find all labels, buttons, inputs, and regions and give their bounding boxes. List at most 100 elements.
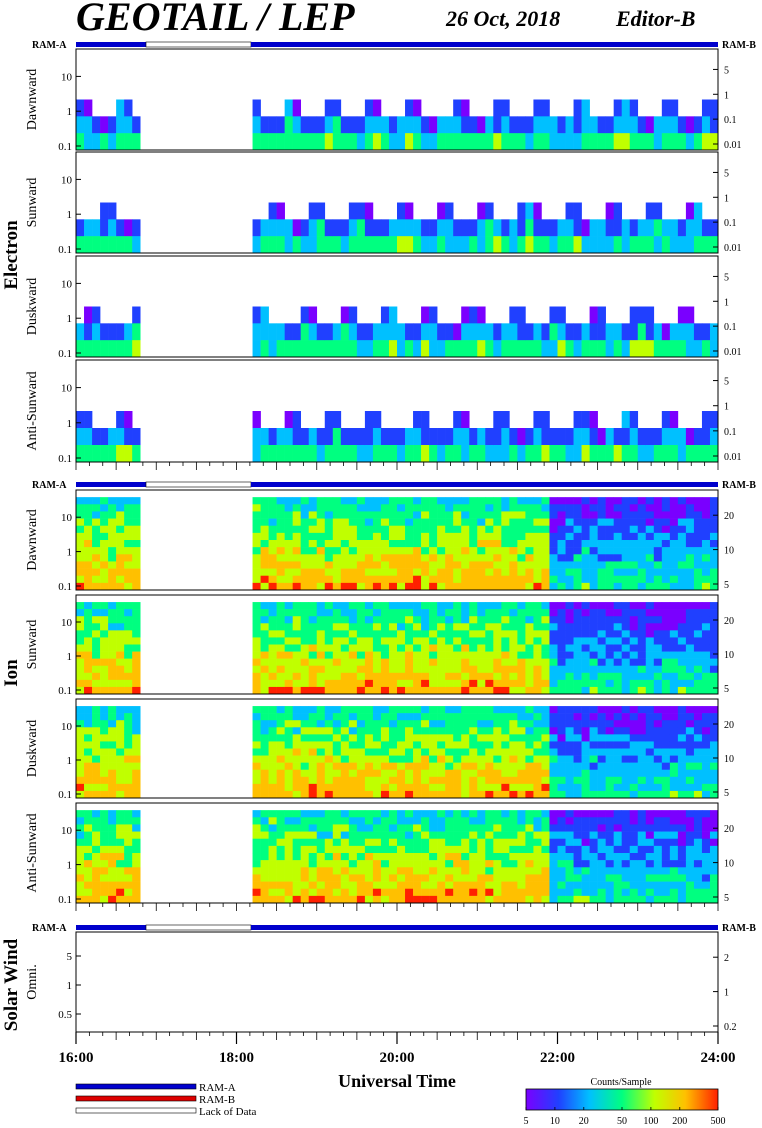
heatmap-cell bbox=[509, 504, 518, 512]
heatmap-cell bbox=[461, 817, 470, 825]
heatmap-cell bbox=[613, 219, 623, 237]
heatmap-cell bbox=[669, 665, 679, 674]
heatmap-cell bbox=[589, 532, 598, 541]
heatmap-cell bbox=[252, 411, 261, 429]
heatmap-cell bbox=[84, 637, 93, 645]
heatmap-cell bbox=[509, 554, 518, 562]
heatmap-cell bbox=[84, 845, 93, 854]
heatmap-cell bbox=[669, 428, 679, 446]
heatmap-cell bbox=[661, 665, 671, 674]
heatmap-cell bbox=[669, 881, 679, 890]
heatmap-cell bbox=[629, 734, 639, 742]
heatmap-cell bbox=[557, 713, 566, 721]
heatmap-cell bbox=[677, 504, 687, 512]
heatmap-cell bbox=[565, 790, 574, 799]
heatmap-cell bbox=[405, 895, 414, 904]
heatmap-cell bbox=[268, 644, 277, 652]
heatmap-cell bbox=[493, 651, 502, 659]
heatmap-cell bbox=[292, 340, 302, 358]
heatmap-cell bbox=[629, 755, 639, 763]
heatmap-cell bbox=[501, 679, 510, 688]
heatmap-cell bbox=[388, 609, 398, 617]
heatmap-cell bbox=[501, 769, 510, 778]
heatmap-cell bbox=[421, 727, 430, 735]
heatmap-cell bbox=[613, 686, 623, 695]
heatmap-cell bbox=[621, 838, 631, 847]
heatmap-cell bbox=[517, 860, 526, 868]
heatmap-cell bbox=[485, 679, 494, 688]
heatmap-cell bbox=[284, 895, 293, 904]
heatmap-cell bbox=[292, 575, 302, 584]
heatmap-cell bbox=[677, 637, 687, 645]
heatmap-cell bbox=[557, 445, 566, 463]
heatmap-cell bbox=[332, 665, 342, 674]
heatmap-cell bbox=[76, 561, 85, 569]
heatmap-cell bbox=[324, 853, 334, 861]
heatmap-cell bbox=[485, 874, 494, 882]
heatmap-cell bbox=[437, 518, 446, 527]
heatmap-cell bbox=[340, 665, 350, 674]
heatmap-cell bbox=[132, 511, 141, 519]
heatmap-cell bbox=[605, 219, 614, 237]
heatmap-cell bbox=[388, 776, 398, 785]
heatmap-cell bbox=[533, 651, 542, 659]
heatmap-cell bbox=[332, 445, 342, 463]
heatmap-cell bbox=[76, 623, 85, 631]
heatmap-cell bbox=[477, 755, 486, 763]
heatmap-cell bbox=[108, 881, 117, 890]
heatmap-cell bbox=[701, 727, 711, 735]
heatmap-cell bbox=[300, 306, 310, 324]
heatmap-cell bbox=[629, 860, 639, 868]
heatmap-cell bbox=[324, 720, 334, 728]
heatmap-cell bbox=[661, 99, 671, 117]
heatmap-cell bbox=[260, 874, 269, 882]
heatmap-cell bbox=[388, 568, 398, 577]
heatmap-cell bbox=[332, 116, 342, 134]
heatmap-cell bbox=[316, 651, 326, 659]
heatmap-cell bbox=[340, 637, 350, 645]
heatmap-cell bbox=[685, 838, 695, 847]
panel-border bbox=[75, 255, 719, 358]
heatmap-cell bbox=[445, 554, 454, 562]
heatmap-cell bbox=[116, 532, 125, 541]
heatmap-cell bbox=[517, 602, 526, 610]
heatmap-cell bbox=[581, 445, 590, 463]
heatmap-cell bbox=[340, 219, 350, 237]
heatmap-cell bbox=[493, 867, 502, 875]
heatmap-cell bbox=[589, 602, 598, 610]
heatmap-cell bbox=[348, 630, 358, 638]
heatmap-cell bbox=[405, 236, 414, 254]
heatmap-cell bbox=[429, 686, 438, 695]
heatmap-cell bbox=[533, 748, 542, 756]
heatmap-cell bbox=[348, 665, 358, 674]
heatmap-cell bbox=[597, 561, 606, 569]
heatmap-cell bbox=[557, 665, 566, 674]
heatmap-cell bbox=[372, 547, 382, 555]
heatmap-cell bbox=[565, 525, 574, 534]
heatmap-cell bbox=[533, 874, 542, 882]
heatmap-cell bbox=[429, 741, 438, 749]
heatmap-cell bbox=[268, 575, 277, 584]
heatmap-cell bbox=[629, 644, 639, 652]
heatmap-cell bbox=[469, 609, 478, 617]
heatmap-cell bbox=[669, 658, 679, 667]
heatmap-cell bbox=[76, 116, 85, 134]
heatmap-cell bbox=[557, 888, 566, 897]
heatmap-cell bbox=[116, 665, 125, 674]
heatmap-cell bbox=[132, 532, 141, 541]
heatmap-cell bbox=[605, 651, 614, 659]
heatmap-cell bbox=[493, 824, 502, 832]
heatmap-cell bbox=[132, 769, 141, 778]
heatmap-cell bbox=[541, 874, 550, 882]
heatmap-cell bbox=[421, 845, 430, 854]
heatmap-cell bbox=[388, 306, 398, 324]
heatmap-cell bbox=[493, 445, 502, 463]
heatmap-cell bbox=[501, 630, 510, 638]
heatmap-cell bbox=[637, 630, 647, 638]
heatmap-cell bbox=[84, 672, 93, 681]
heatmap-cell bbox=[429, 748, 438, 756]
heatmap-cell bbox=[332, 236, 342, 254]
heatmap-cell bbox=[589, 219, 598, 237]
heatmap-cell bbox=[268, 665, 277, 674]
heatmap-cell bbox=[132, 575, 141, 584]
